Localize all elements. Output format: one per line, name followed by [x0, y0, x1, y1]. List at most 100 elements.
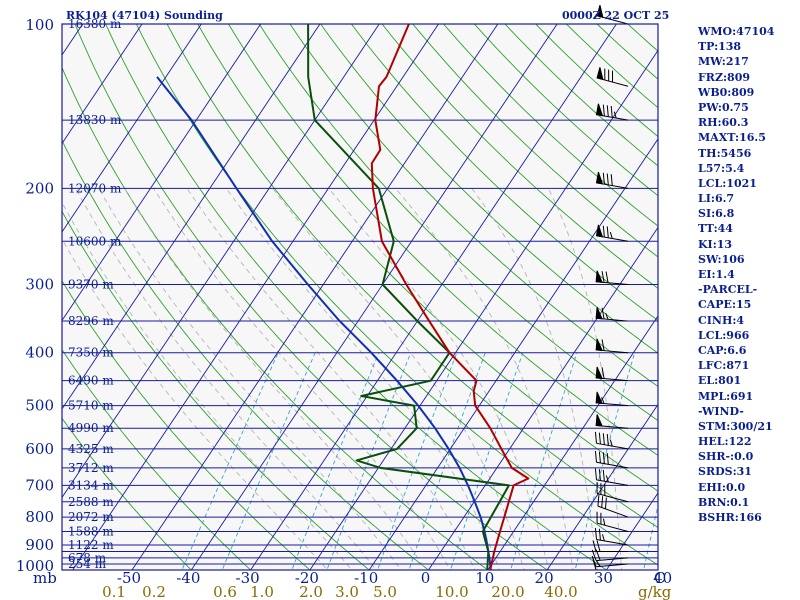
mixing-ratio-label: 0.1: [102, 583, 126, 600]
index-item: BRN:0.1: [698, 495, 750, 509]
isotherm: [487, 315, 658, 570]
barb-feather: [613, 111, 617, 119]
barb-feather: [606, 105, 609, 117]
barb-feather: [601, 534, 605, 541]
wind-barb: [595, 414, 629, 429]
height-label: 7350 m: [68, 346, 114, 360]
moist-adiabat: [75, 188, 377, 570]
dry-adiabat: [227, 24, 658, 456]
height-label: 2072 m: [68, 510, 114, 524]
barb-feather: [601, 496, 604, 508]
barb-flag: [595, 270, 603, 283]
barb-staff: [596, 563, 629, 568]
mixing-ratio-line: [181, 352, 279, 570]
index-item: SW:106: [698, 252, 745, 266]
dry-adiabat: [62, 417, 192, 570]
height-label: 3712 m: [68, 461, 114, 475]
index-item: WMO:47104: [698, 25, 775, 38]
valid-time: 0000Z 22 OCT 25: [562, 9, 670, 22]
barb-feather: [605, 475, 609, 483]
isotherm: [62, 24, 143, 145]
barb-staff: [596, 479, 629, 486]
barb-feather: [598, 432, 601, 445]
barb-feather: [602, 225, 605, 238]
index-item: LCL:1021: [698, 176, 757, 190]
moist-adiabat: [62, 238, 329, 570]
barb-feather: [601, 271, 605, 283]
temperature-tick-label: -40: [176, 569, 200, 587]
barb-feather: [604, 497, 607, 509]
wind-barb: [595, 338, 629, 354]
index-item: PW:0.75: [698, 100, 749, 114]
mixing-ratio-line: [291, 352, 380, 570]
pressure-tick-label: 100: [25, 16, 54, 34]
barb-feather: [606, 173, 609, 185]
height-label: 2588 m: [68, 495, 114, 509]
index-item: TH:5456: [698, 146, 752, 160]
barb-feather: [597, 494, 600, 507]
index-item: CINH:4: [698, 313, 745, 327]
height-label: 4325 m: [68, 442, 114, 456]
barb-feather: [605, 312, 609, 320]
dry-adiabat: [62, 66, 489, 570]
pressure-tick-label: 600: [25, 440, 54, 458]
temperature-tick-label: 10: [475, 569, 494, 587]
mixing-ratio-label: 3.0: [335, 583, 359, 600]
mixing-ratio-line: [221, 352, 316, 570]
barb-staff: [597, 505, 629, 518]
height-label: 1122 m: [68, 538, 114, 552]
index-item: WB0:809: [698, 85, 755, 99]
barb-flag: [595, 103, 604, 117]
barb-feather: [606, 226, 609, 238]
mixing-ratio-label: 10.0: [435, 583, 468, 600]
index-item: LCL:966: [698, 328, 750, 342]
wind-barb: [594, 468, 629, 486]
dewpoint-line: [307, 24, 510, 570]
mixing-ratio-label: 5.0: [373, 583, 397, 600]
mixing-ratio-label: 20.0: [491, 583, 524, 600]
height-label: 5710 m: [68, 399, 114, 413]
index-item: FRZ:809: [698, 70, 751, 84]
mixing-ratio-line: [377, 352, 458, 570]
barb-feather: [602, 104, 605, 117]
temperature-tick-label: -20: [295, 569, 319, 587]
pressure-tick-label: 1000: [16, 557, 54, 575]
temperature-tick-label: -30: [236, 569, 260, 587]
isotherm: [62, 24, 321, 410]
index-item: TP:138: [698, 40, 742, 54]
index-item: HEL:122: [698, 435, 752, 449]
isotherm: [62, 24, 380, 499]
wind-barb: [595, 270, 629, 286]
dry-adiabat: [197, 24, 658, 492]
barb-feather: [602, 452, 605, 464]
index-item: -PARCEL-: [698, 283, 758, 297]
moist-adiabat: [471, 188, 598, 570]
barb-feather: [610, 174, 613, 186]
wind-barbs: [591, 4, 629, 571]
isotherm: [368, 138, 658, 570]
barb-flag: [595, 338, 603, 352]
wind-barb: [594, 450, 629, 469]
index-item: L57:5.4: [698, 161, 745, 175]
plot-background: [62, 24, 658, 570]
pressure-tick-label: 700: [25, 476, 54, 494]
mixing-ratio-line: [408, 352, 486, 570]
dry-adiabat: [320, 24, 658, 354]
index-item: MW:217: [698, 55, 749, 69]
moist-adiabat: [328, 188, 550, 570]
barb-flag: [595, 307, 603, 320]
mixing-ratio-label: 0.2: [142, 583, 166, 600]
index-item: BSHR:166: [698, 511, 762, 524]
dry-adiabat: [289, 24, 658, 388]
isotherm: [250, 24, 617, 570]
temperature-line: [370, 24, 530, 570]
wind-barb: [596, 511, 629, 532]
height-label: 12070 m: [68, 181, 122, 195]
height-label: 9370 m: [68, 278, 114, 292]
mixing-ratio-label: 2.0: [299, 583, 323, 600]
index-item: MPL:691: [698, 389, 754, 403]
barb-feather: [594, 450, 597, 463]
wind-barb: [595, 103, 629, 121]
